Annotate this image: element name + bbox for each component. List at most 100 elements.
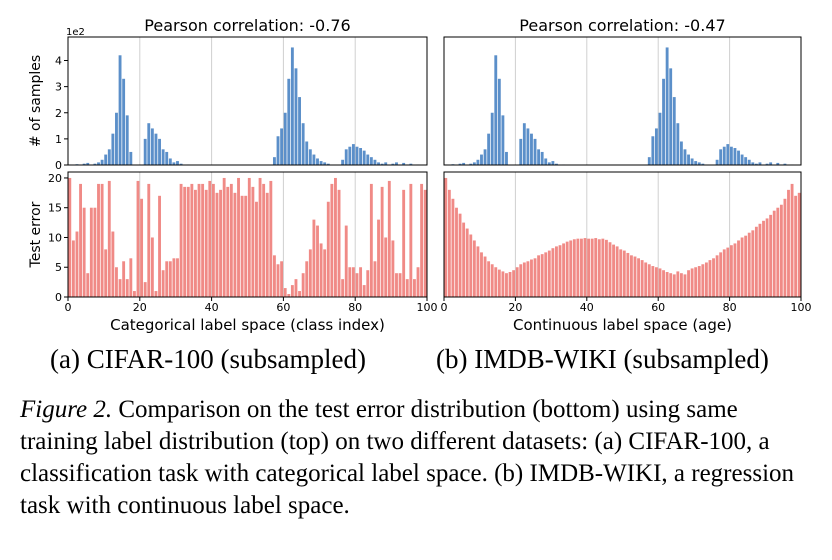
bar <box>487 261 491 297</box>
bar <box>377 162 380 165</box>
bar <box>294 68 298 165</box>
bar <box>694 161 698 165</box>
bar <box>526 128 530 165</box>
bar <box>740 237 744 297</box>
bar <box>359 267 363 297</box>
bar <box>154 133 158 165</box>
bar <box>501 271 505 297</box>
bar <box>409 183 413 297</box>
bar <box>697 266 701 297</box>
bar <box>165 261 169 297</box>
bar <box>215 192 219 297</box>
bar <box>715 159 719 165</box>
bar <box>708 260 712 297</box>
axes-frame <box>67 36 428 166</box>
bar <box>82 163 86 165</box>
bar <box>551 248 555 297</box>
bar <box>694 267 698 297</box>
bar <box>319 161 323 165</box>
bar <box>168 261 172 297</box>
bar <box>255 201 258 297</box>
bar <box>665 272 669 297</box>
bar <box>758 223 762 297</box>
bar <box>754 226 758 297</box>
y-tick-label: 5 <box>55 261 62 274</box>
chart-title: Pearson correlation: -0.47 <box>519 16 725 35</box>
bar <box>690 158 694 165</box>
bar <box>505 151 508 165</box>
bar <box>562 243 566 297</box>
bar <box>298 97 301 165</box>
bar <box>551 161 555 165</box>
bar <box>701 163 705 165</box>
bar <box>794 195 798 297</box>
bar <box>654 128 658 165</box>
bar <box>125 279 129 297</box>
x-tick-label: 20 <box>133 301 147 314</box>
bar <box>462 162 466 165</box>
bar <box>111 231 115 297</box>
bar <box>201 183 205 297</box>
bar <box>161 270 165 297</box>
charts: 0 1 2 3 4 Pearson correlation: -0.76 1e2 # of s… <box>28 16 812 334</box>
bar <box>395 162 398 165</box>
bar <box>715 255 719 297</box>
bar <box>683 149 687 165</box>
bar <box>305 141 309 165</box>
bar <box>380 186 384 297</box>
bar <box>754 163 758 165</box>
bar <box>150 237 154 297</box>
bar <box>672 97 676 165</box>
y-tick-label: 15 <box>48 202 62 215</box>
y-axis-label: # of samples <box>28 55 44 147</box>
bar <box>140 198 144 297</box>
bar <box>373 261 377 297</box>
bar <box>722 146 726 165</box>
bar <box>115 267 118 297</box>
bar <box>122 78 126 165</box>
bar <box>522 123 526 165</box>
bar <box>769 162 773 165</box>
bar <box>412 279 416 297</box>
bar <box>719 149 723 165</box>
bar <box>107 180 111 297</box>
bar <box>676 271 680 297</box>
bar <box>337 189 341 297</box>
bar <box>294 279 298 297</box>
bar <box>211 183 215 297</box>
bar <box>490 264 494 297</box>
bar <box>704 262 708 297</box>
bar <box>497 269 501 297</box>
bar <box>483 149 487 165</box>
bar <box>472 240 476 297</box>
bar <box>100 183 104 297</box>
bar <box>687 270 690 297</box>
bar <box>665 47 669 166</box>
bar <box>676 123 680 165</box>
x-axis-label: Categorical label space (class index) <box>110 316 385 334</box>
bar <box>168 158 172 165</box>
bar <box>86 273 90 297</box>
bar <box>316 158 319 165</box>
bar <box>533 258 537 297</box>
bar <box>462 222 466 297</box>
bar <box>93 207 97 297</box>
bar <box>280 128 284 165</box>
bar <box>729 146 733 165</box>
bar <box>483 256 487 297</box>
bar <box>276 264 280 297</box>
bar <box>490 112 494 165</box>
bar <box>555 163 558 165</box>
bar <box>150 128 154 165</box>
bar <box>423 189 427 297</box>
bar <box>158 195 161 297</box>
bar <box>176 161 179 165</box>
bar <box>276 136 280 165</box>
bar <box>690 268 694 297</box>
bar <box>733 243 737 297</box>
bar <box>458 213 462 297</box>
bar <box>384 237 388 297</box>
axes-frame <box>67 171 428 298</box>
bar <box>100 159 104 165</box>
bar <box>326 163 330 165</box>
